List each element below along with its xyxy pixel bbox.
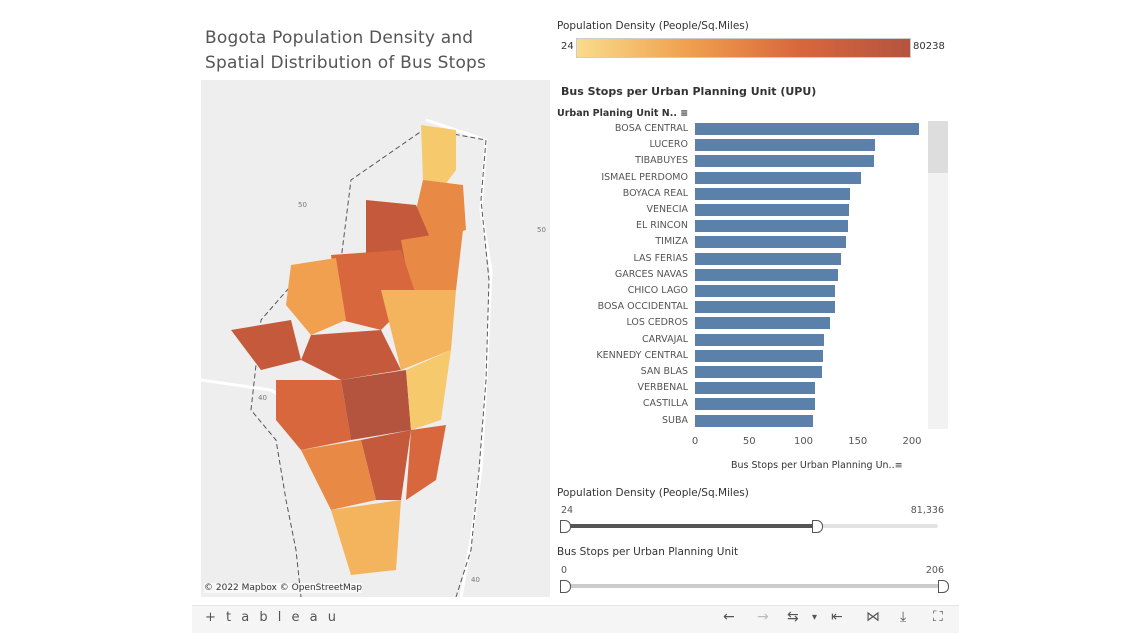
bar-label[interactable]: BOSA CENTRAL [614, 123, 688, 134]
color-legend-gradient [576, 38, 911, 58]
bar[interactable] [695, 236, 846, 249]
bar[interactable] [695, 333, 825, 346]
bar-label[interactable]: LUCERO [649, 139, 689, 151]
bar-label[interactable]: SUBA [662, 414, 688, 426]
bar[interactable] [695, 301, 835, 314]
undo-button[interactable]: ← [723, 609, 735, 625]
bar[interactable] [695, 414, 814, 427]
bar[interactable] [695, 155, 875, 168]
bar-label[interactable]: LOS CEDROS [626, 317, 688, 329]
column-header-label: Urban Planing Unit N.. [557, 108, 677, 119]
bus-stops-filter-min[interactable]: 0 [561, 565, 568, 576]
x-axis-title-label: Bus Stops per Urban Planning Un.. [731, 460, 895, 471]
bus-stops-slider-max-handle[interactable] [938, 580, 949, 593]
density-slider-fill [564, 524, 817, 528]
bar-label[interactable]: CHICO LAGO [627, 285, 688, 296]
density-slider-max-handle[interactable] [812, 520, 824, 533]
map-attribution[interactable]: © 2022 Mapbox © OpenStreetMap [204, 583, 362, 593]
bar[interactable] [695, 317, 830, 330]
bus-stops-slider-track[interactable] [564, 584, 942, 588]
bar[interactable] [695, 382, 816, 395]
bar[interactable] [695, 139, 876, 152]
bus-stops-slider-min-handle[interactable] [560, 580, 571, 593]
bus-stops-filter-max[interactable]: 206 [925, 565, 944, 576]
legend-max: 80238 [913, 41, 945, 52]
bar-label[interactable]: CARVAJAL [641, 333, 688, 345]
bar-label[interactable]: KENNEDY CENTRAL [596, 349, 688, 361]
sort-icon[interactable]: ≡ [680, 108, 689, 119]
bar-label[interactable]: BOSA OCCIDENTAL [597, 301, 688, 313]
bar[interactable] [695, 123, 919, 135]
bar-label[interactable]: ISMAEL PERDOMO [601, 171, 688, 183]
density-filter-min[interactable]: 24 [561, 505, 574, 516]
x-tick-label: 50 [742, 436, 756, 447]
density-filter-max[interactable]: 81,336 [910, 505, 944, 516]
x-tick-label: 150 [848, 436, 868, 447]
bar[interactable] [695, 398, 816, 411]
bar[interactable] [695, 285, 835, 297]
choropleth-map: 50 50 40 40 [200, 118, 546, 598]
bar-label[interactable]: TIBABUYES [635, 155, 688, 167]
bus-stops-filter-label: Bus Stops per Urban Planning Unit [557, 546, 739, 558]
density-filter-label: Population Density (People/Sq.Miles) [557, 487, 749, 499]
bar[interactable] [695, 187, 851, 200]
revert-dropdown-icon[interactable]: ▾ [812, 612, 818, 623]
road-label: 40 [471, 576, 480, 584]
bar-label[interactable]: BOYACA REAL [622, 187, 688, 199]
sort-icon[interactable]: ≡ [894, 460, 903, 471]
x-tick-label: 0 [691, 436, 699, 447]
density-slider-min-handle[interactable] [560, 520, 571, 533]
bar[interactable] [695, 366, 822, 378]
redo-button[interactable]: → [757, 609, 769, 625]
upu-polygons [231, 125, 466, 575]
bar[interactable] [695, 268, 839, 281]
road-label: 40 [258, 394, 267, 402]
bar[interactable] [695, 220, 848, 233]
share-button[interactable]: ⋈ [866, 609, 880, 625]
fullscreen-button[interactable]: ⛶ [933, 609, 943, 625]
dashboard-title: Bogota Population Density and Spatial Di… [205, 28, 487, 73]
bar-label[interactable]: SAN BLAS [640, 366, 688, 377]
reset-button[interactable]: ⇤ [831, 609, 843, 625]
legend-min: 24 [561, 41, 574, 52]
bar-label[interactable]: CASTILLA [642, 398, 688, 410]
revert-button[interactable]: ⇆ [787, 609, 799, 625]
legend-title: Population Density (People/Sq.Miles) [557, 20, 749, 32]
x-tick-label: 200 [902, 436, 922, 447]
scrollbar-thumb[interactable] [928, 121, 948, 173]
road-label: 50 [537, 226, 546, 234]
bar[interactable] [695, 252, 842, 265]
tableau-logo[interactable]: + t a b l e a u [205, 610, 339, 625]
download-button[interactable]: ⤓ [900, 609, 907, 625]
bar-label[interactable]: EL RINCON [635, 220, 688, 232]
column-header[interactable]: Urban Planing Unit N.. ≡ [557, 108, 688, 119]
x-axis-title[interactable]: Bus Stops per Urban Planning Un..≡ [731, 460, 903, 471]
bar-label[interactable]: TIMIZA [655, 236, 688, 248]
bar[interactable] [695, 204, 850, 216]
bar[interactable] [695, 349, 824, 362]
chart-title: Bus Stops per Urban Planning Unit (UPU) [561, 85, 817, 98]
road-label: 50 [298, 201, 307, 209]
chart-scrollbar[interactable] [928, 121, 948, 429]
bar-label[interactable]: LAS FERIAS [633, 252, 688, 264]
bar-label[interactable]: GARCES NAVAS [614, 268, 688, 280]
bar-label[interactable]: VERBENAL [637, 382, 688, 394]
bar[interactable] [695, 171, 861, 184]
x-tick-label: 100 [793, 436, 814, 447]
map[interactable]: 50 50 40 40 [200, 80, 550, 598]
bar-label[interactable]: VENECIA [646, 204, 688, 215]
tableau-toolbar [192, 605, 959, 633]
